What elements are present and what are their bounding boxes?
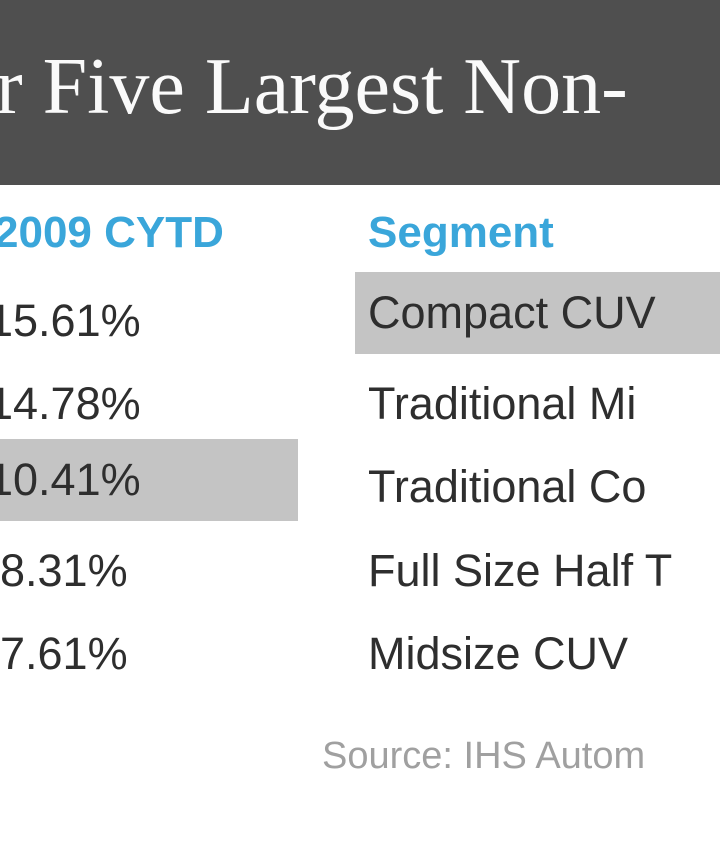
table-title: r Five Largest Non-: [0, 43, 628, 131]
share-cell: 10.41%: [0, 439, 298, 521]
column-header-2009-cytd: 2009 CYTD: [0, 208, 224, 257]
column-header-segment: Segment: [368, 208, 554, 257]
share-cell: 7.61%: [0, 628, 128, 679]
segment-cell: Traditional Co: [368, 461, 647, 512]
title-banner: r Five Largest Non-: [0, 0, 720, 185]
share-cell: 14.78%: [0, 378, 141, 429]
segment-cell: Compact CUV: [355, 272, 720, 354]
source-note: Source: IHS Autom: [322, 735, 646, 777]
segment-cell: Full Size Half T: [368, 545, 673, 596]
share-cell: 8.31%: [0, 545, 128, 596]
segment-cell: Traditional Mi: [368, 378, 637, 429]
segment-cell: Midsize CUV: [368, 628, 629, 679]
share-cell: 15.61%: [0, 295, 141, 346]
